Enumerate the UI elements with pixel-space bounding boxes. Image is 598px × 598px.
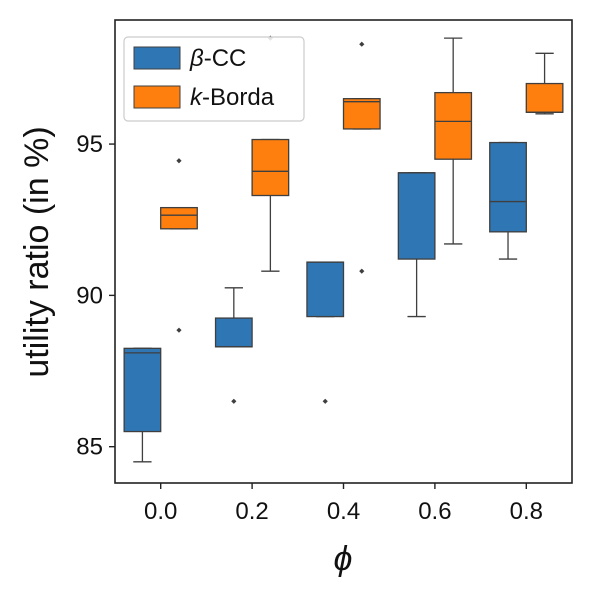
legend-suffix-cc: -CC — [204, 45, 247, 72]
y-tick-label: 95 — [76, 131, 103, 158]
box-group-series-1-cat-3 — [434, 37, 473, 245]
box-iqr — [160, 206, 198, 230]
y-axis-label: utility ratio (in %) — [18, 126, 56, 377]
outlier-point — [176, 327, 182, 333]
axes: 0.0 0.2 0.4 0.6 0.8 85 90 95 — [76, 131, 543, 525]
x-tick-label: 0.8 — [510, 498, 543, 525]
y-tick-label: 85 — [76, 434, 103, 461]
outlier-point — [322, 398, 328, 404]
box-iqr — [525, 82, 564, 113]
box-group-series-1-cat-4 — [525, 52, 564, 115]
x-tick-label: 0.6 — [418, 498, 451, 525]
box-group-series-0-cat-2 — [306, 261, 345, 404]
legend-label-beta-cc: β-CC — [189, 45, 246, 72]
box-iqr — [123, 347, 162, 433]
box-iqr — [489, 141, 527, 233]
outlier-point — [231, 398, 237, 404]
x-axis-label: ϕ — [334, 540, 353, 578]
legend-symbol-k: k — [190, 84, 204, 111]
box-iqr — [306, 261, 345, 318]
x-tick-label: 0.4 — [327, 498, 360, 525]
legend-suffix-borda: -Borda — [202, 84, 275, 111]
x-tick-label: 0.0 — [144, 498, 177, 525]
outlier-point — [359, 41, 365, 47]
legend-swatch-beta-cc — [133, 46, 181, 70]
legend-label-k-borda: k-Borda — [190, 84, 275, 111]
box-group-series-0-cat-4 — [489, 141, 527, 260]
box-iqr — [251, 138, 290, 197]
box-group-series-0-cat-0 — [123, 347, 162, 463]
box-group-series-0-cat-1 — [214, 287, 253, 404]
legend-swatch-k-borda — [133, 85, 181, 109]
outlier-point — [176, 158, 182, 164]
box-iqr — [342, 98, 381, 130]
plot-marks — [123, 35, 564, 463]
box-iqr — [214, 317, 253, 348]
legend-symbol-beta: β — [189, 45, 204, 72]
box-iqr — [434, 91, 473, 160]
box-group-series-1-cat-2 — [342, 41, 381, 274]
x-tick-label: 0.2 — [235, 498, 268, 525]
box-group-series-0-cat-3 — [397, 172, 436, 318]
box-group-series-1-cat-0 — [160, 158, 198, 333]
y-tick-label: 90 — [76, 282, 103, 309]
legend: β-CC k-Borda — [123, 36, 305, 122]
outlier-point — [359, 268, 365, 274]
box-iqr — [397, 172, 436, 260]
